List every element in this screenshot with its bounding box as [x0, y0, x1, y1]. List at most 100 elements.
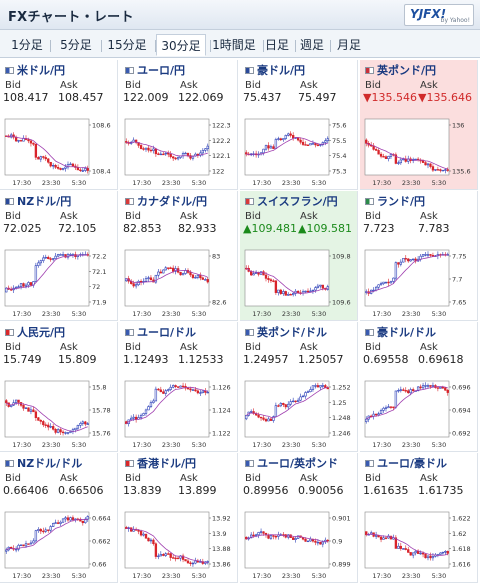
- currency-card[interactable]: ユーロ/円 Bid Ask 122.009 122.069 122.3 122.2 122.1…: [120, 60, 238, 190]
- candle-down: [27, 139, 30, 142]
- candle-down: [66, 517, 70, 521]
- pair-name: 米ドル/円: [17, 64, 66, 77]
- pair-title[interactable]: NZドル/円: [5, 195, 71, 209]
- mini-chart[interactable]: 122.3 122.2 122.1 122 17:30 23:30 5:30: [123, 116, 235, 188]
- currency-card[interactable]: 英ポンド/円 Bid Ask ▼135.546 ▼135.646 136 135.6 17:3…: [360, 60, 478, 190]
- pair-title[interactable]: 豪ドル/円: [245, 64, 305, 78]
- y-tick-label: 83: [212, 253, 220, 261]
- currency-card[interactable]: 米ドル/円 Bid Ask 108.417 108.457 108.6 108.4 17:30…: [0, 60, 118, 190]
- pair-title[interactable]: 香港ドル/円: [125, 457, 196, 471]
- mini-chart[interactable]: 1.126 1.124 1.122 17:30 23:30 5:30: [123, 378, 235, 450]
- pair-title[interactable]: 米ドル/円: [5, 64, 65, 78]
- currency-card[interactable]: カナダドル/円 Bid Ask 82.853 82.933 83 82.6 17:30 23:3…: [120, 191, 238, 321]
- moving-average-line: [126, 141, 208, 157]
- pair-title[interactable]: ランド/円: [365, 195, 425, 209]
- pair-title[interactable]: ユーロ/円: [125, 64, 185, 78]
- candle-up: [409, 259, 412, 262]
- pair-title[interactable]: 人民元/円: [5, 326, 65, 340]
- mini-chart[interactable]: 83 82.6 17:30 23:30 5:30: [123, 247, 235, 319]
- currency-card[interactable]: 香港ドル/円 Bid Ask 13.839 13.899 13.92 13.9 13.88 13…: [120, 453, 238, 583]
- mini-chart[interactable]: 1.252 1.25 1.248 1.246 17:30 23:30 5:30: [243, 378, 355, 450]
- currency-card[interactable]: ランド/円 Bid Ask 7.723 7.783 7.75 7.7 7.65 17:30 23:…: [360, 191, 478, 321]
- pair-title[interactable]: 英ポンド/ドル: [245, 326, 327, 340]
- currency-card[interactable]: 豪ドル/ドル Bid Ask 0.69558 0.69618 0.696 0.694 0.69…: [360, 322, 478, 452]
- mini-chart[interactable]: 72.2 72.1 72 71.9 17:30 23:30 5:30: [3, 247, 115, 319]
- mini-chart[interactable]: 0.901 0.9 0.899 17:30 23:30 5:30: [243, 509, 355, 581]
- candle-up: [372, 289, 375, 292]
- candle-down: [374, 413, 378, 416]
- pair-title[interactable]: ユーロ/英ポンド: [245, 457, 338, 471]
- pair-title[interactable]: ユーロ/ドル: [125, 326, 196, 340]
- currency-card[interactable]: 人民元/円 Bid Ask 15.749 15.809 15.8 15.78 15.76 17:…: [0, 322, 118, 452]
- tab-4[interactable]: 30分足: [156, 34, 206, 56]
- x-tick-label: 17:30: [132, 572, 151, 580]
- candle-up: [272, 416, 275, 421]
- currency-card[interactable]: 豪ドル/円 Bid Ask 75.437 75.497 75.6 75.5 75.4 75.3 1…: [240, 60, 358, 190]
- mini-chart[interactable]: 0.696 0.694 0.692 17:30 23:30 5:30: [363, 378, 475, 450]
- candle-down: [191, 274, 195, 278]
- candle-down: [132, 283, 135, 287]
- pair-title[interactable]: NZドル/ドル: [5, 457, 82, 471]
- candle-up: [84, 518, 87, 524]
- pair-name: NZドル/ドル: [17, 457, 83, 470]
- mini-chart[interactable]: 75.6 75.5 75.4 75.3 17:30 23:30 5:30: [243, 116, 355, 188]
- pair-title[interactable]: 英ポンド/円: [365, 64, 436, 78]
- mini-chart[interactable]: 0.664 0.662 0.66 17:30 23:30 5:30: [3, 509, 115, 581]
- candle-down: [189, 388, 192, 391]
- candle-up: [125, 278, 128, 282]
- pair-title[interactable]: ユーロ/豪ドル: [365, 457, 447, 471]
- currency-card[interactable]: スイスフラン/円 Bid Ask ▲109.481 ▲109.581 109.8 109.6…: [240, 191, 358, 321]
- pair-title[interactable]: 豪ドル/ドル: [365, 326, 436, 340]
- candle-up: [267, 418, 270, 422]
- bid-value: ▼135.546: [363, 91, 417, 104]
- candle-down: [181, 385, 185, 388]
- tab-8[interactable]: 月足: [336, 38, 361, 52]
- candle-up: [279, 403, 282, 407]
- moving-average-line: [6, 254, 88, 290]
- mini-chart[interactable]: 13.92 13.9 13.88 13.86 17:30 23:30 5:30: [123, 509, 235, 581]
- candle-up: [76, 425, 80, 429]
- mini-chart[interactable]: 15.8 15.78 15.76 17:30 23:30 5:30: [3, 378, 115, 450]
- mini-chart[interactable]: 109.8 109.6 17:30 23:30 5:30: [243, 247, 355, 319]
- candle-up: [316, 285, 320, 288]
- mini-chart[interactable]: 108.6 108.4 17:30 23:30 5:30: [3, 116, 115, 188]
- candle-up: [309, 389, 312, 392]
- mini-chart[interactable]: 1.622 1.62 1.618 1.616 17:30 23:30 5:30: [363, 509, 475, 581]
- candle-down: [174, 385, 177, 387]
- candle-down: [64, 254, 67, 258]
- currency-card[interactable]: NZドル/円 Bid Ask 72.025 72.105 72.2 72.1 72 71.9 17…: [0, 191, 118, 321]
- tab-3[interactable]: 15分足: [107, 38, 147, 52]
- candle-down: [365, 139, 368, 144]
- candle-up: [382, 537, 385, 540]
- pair-title[interactable]: カナダドル/円: [125, 195, 207, 209]
- tab-2[interactable]: 5分足: [60, 38, 92, 52]
- candle-down: [44, 424, 47, 426]
- currency-card[interactable]: 英ポンド/ドル Bid Ask 1.24957 1.25057 1.252 1.25 1.24…: [240, 322, 358, 452]
- candle-up: [316, 541, 320, 544]
- yjfx-logo[interactable]: YJFX! by Yahoo!: [404, 4, 474, 26]
- candle-down: [404, 258, 407, 260]
- mini-chart[interactable]: 7.75 7.7 7.65 17:30 23:30 5:30: [363, 247, 475, 319]
- tab-6[interactable]: 日足: [264, 38, 289, 52]
- currency-card[interactable]: ユーロ/英ポンド Bid Ask 0.89956 0.90056 0.901 0.9 0.89…: [240, 453, 358, 583]
- candle-down: [5, 400, 8, 404]
- tab-7[interactable]: 週足: [299, 38, 324, 52]
- candle-down: [296, 290, 300, 294]
- candle-up: [426, 555, 430, 559]
- currency-card[interactable]: ユーロ/ドル Bid Ask 1.12493 1.12533 1.126 1.124 1.12…: [120, 322, 238, 452]
- currency-card[interactable]: ユーロ/豪ドル Bid Ask 1.61635 1.61735 1.622 1.62 1.61…: [360, 453, 478, 583]
- x-tick-label: 23:30: [402, 441, 421, 449]
- mini-chart[interactable]: 136 135.6 17:30 23:30 5:30: [363, 116, 475, 188]
- candle-up: [419, 255, 422, 260]
- candle-down: [54, 429, 57, 433]
- x-tick-label: 5:30: [72, 572, 87, 580]
- candle-up: [10, 404, 13, 407]
- x-tick-label: 23:30: [42, 441, 61, 449]
- tab-5[interactable]: 1時間足: [212, 38, 256, 52]
- y-tick-label: 72: [92, 283, 100, 291]
- currency-card[interactable]: NZドル/ドル Bid Ask 0.66406 0.66506 0.664 0.662 0.6…: [0, 453, 118, 583]
- tab-1[interactable]: 1分足: [11, 38, 43, 52]
- candle-up: [397, 389, 400, 392]
- pair-title[interactable]: スイスフラン/円: [245, 195, 338, 209]
- candle-down: [189, 155, 192, 159]
